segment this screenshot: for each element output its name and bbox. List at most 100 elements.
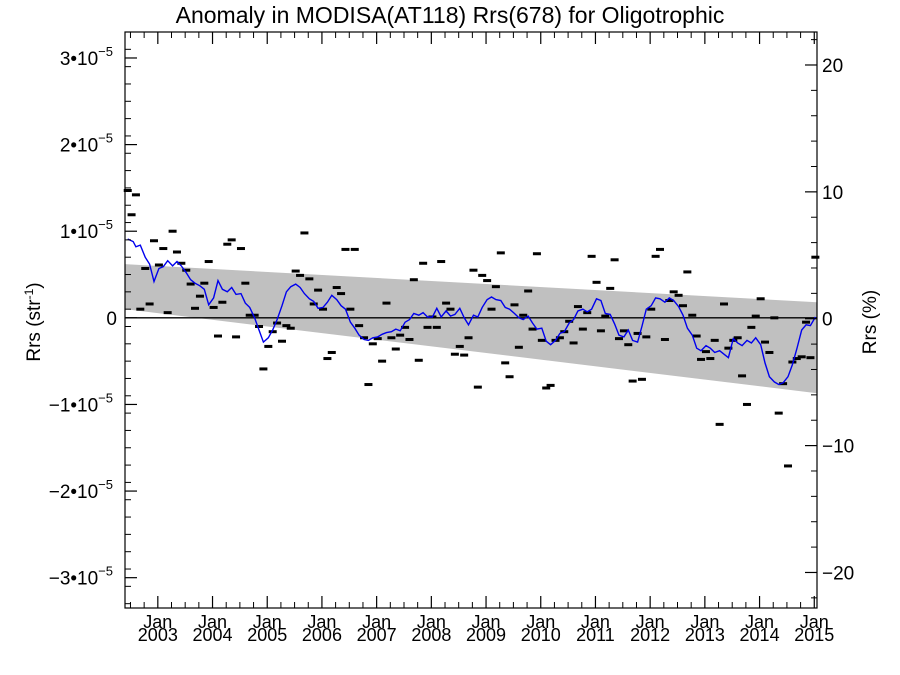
data-point <box>779 382 788 386</box>
data-point <box>583 311 592 315</box>
axes-layer: 3•10−5 2•10−5 1•10−5 0 −1•10−5 −2•10−5 −3•10−5… <box>49 31 854 645</box>
data-point <box>327 350 336 354</box>
data-point <box>565 319 574 323</box>
data-point <box>346 307 355 311</box>
data-point <box>309 302 318 306</box>
data-point <box>204 260 213 264</box>
data-point <box>806 356 815 360</box>
data-point <box>314 288 323 292</box>
data-point <box>610 258 619 262</box>
y-axis-right-label: Rrs (%) <box>860 290 881 354</box>
y-left-tick-label: −3•10−5 <box>49 564 113 590</box>
data-point <box>419 261 428 265</box>
data-point <box>123 189 132 193</box>
data-point <box>154 263 163 267</box>
data-point <box>637 377 646 381</box>
data-point <box>286 326 295 330</box>
data-point <box>241 281 250 285</box>
x-tick-month-label: Jan <box>472 612 501 632</box>
data-point <box>364 383 373 387</box>
data-point <box>223 242 232 246</box>
x-tick-month-label: Jan <box>526 612 555 632</box>
data-point <box>669 290 678 294</box>
data-point <box>391 347 400 351</box>
data-point <box>460 353 469 357</box>
data-point <box>619 329 628 333</box>
data-point <box>647 307 656 311</box>
data-point <box>437 260 446 264</box>
data-point <box>678 304 687 308</box>
data-point <box>291 269 300 273</box>
data-point <box>172 250 181 254</box>
data-point <box>236 247 245 251</box>
data-point <box>450 352 459 356</box>
x-tick-month-label: Jan <box>745 612 774 632</box>
data-point <box>628 379 637 383</box>
x-tick-month-label: Jan <box>800 612 829 632</box>
data-point <box>401 325 410 329</box>
data-point <box>524 289 533 293</box>
data-point <box>268 330 277 334</box>
data-point <box>282 324 291 328</box>
y-right-tick-label: −10 <box>822 437 854 458</box>
data-point <box>519 313 528 317</box>
data-point <box>697 357 706 361</box>
data-point <box>587 254 596 258</box>
data-point <box>555 336 564 340</box>
data-point <box>501 361 510 365</box>
y-right-tick-label: 0 <box>822 310 833 331</box>
data-point <box>455 344 464 348</box>
data-point <box>733 336 742 340</box>
data-point <box>491 285 500 289</box>
data-point <box>742 402 751 406</box>
y-right-tick-label: 10 <box>822 183 843 204</box>
data-point <box>191 306 200 310</box>
data-point <box>738 374 747 378</box>
x-tick-month-label: Jan <box>581 612 610 632</box>
data-point <box>688 313 697 317</box>
x-tick-year-label: 2013 <box>685 625 725 645</box>
smoothed-anomaly-line <box>127 238 817 386</box>
data-point <box>195 294 204 298</box>
data-point <box>747 325 756 329</box>
y-left-tick-label: −1•10−5 <box>49 390 113 416</box>
data-point <box>319 307 328 311</box>
data-point <box>396 333 405 337</box>
data-point <box>724 346 733 350</box>
data-point <box>802 320 811 324</box>
data-point <box>633 331 642 335</box>
x-tick-month-label: Jan <box>690 612 719 632</box>
data-point <box>305 277 314 281</box>
data-point <box>168 229 177 233</box>
x-tick-year-label: 2006 <box>302 625 342 645</box>
x-tick-year-label: 2007 <box>357 625 397 645</box>
data-point <box>378 359 387 363</box>
data-point <box>127 213 136 217</box>
x-tick-year-label: 2014 <box>740 625 780 645</box>
data-point <box>387 336 396 340</box>
data-point <box>145 302 154 306</box>
y-right-tick-label: 20 <box>822 56 843 77</box>
x-tick-year-label: 2005 <box>247 625 287 645</box>
data-point <box>186 282 195 286</box>
data-point <box>674 293 683 297</box>
data-point <box>382 301 391 305</box>
x-tick-month-label: Jan <box>253 612 282 632</box>
data-point <box>528 327 537 331</box>
data-point <box>300 231 309 235</box>
data-point <box>182 268 191 272</box>
data-point <box>496 251 505 255</box>
data-point <box>296 273 305 277</box>
data-point <box>651 254 660 258</box>
data-point <box>614 337 623 341</box>
data-point <box>642 335 651 339</box>
data-point <box>505 375 514 379</box>
data-point <box>131 193 140 197</box>
data-point <box>483 279 492 283</box>
data-point <box>464 336 473 340</box>
data-point <box>710 338 719 342</box>
data-point <box>532 252 541 256</box>
data-point <box>665 299 674 303</box>
data-point <box>770 316 779 320</box>
